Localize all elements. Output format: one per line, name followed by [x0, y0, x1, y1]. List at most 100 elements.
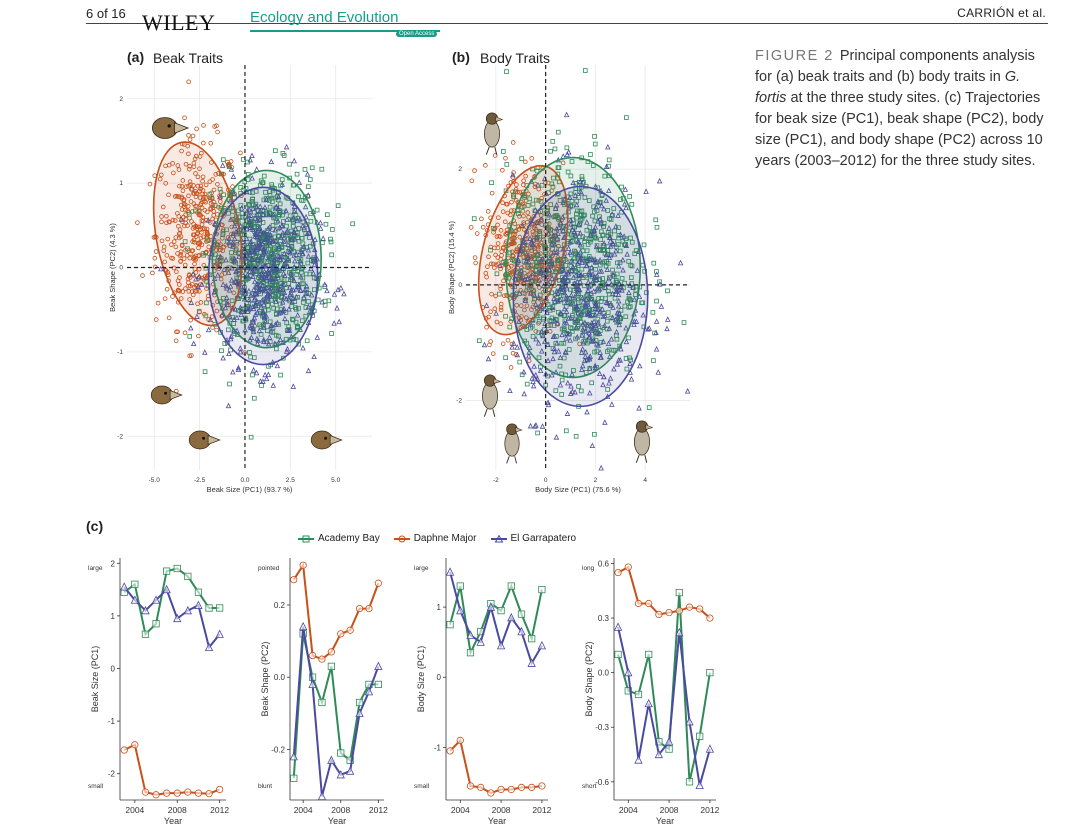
data-point-triangle: [219, 162, 226, 168]
data-point-triangle: [254, 256, 260, 262]
data-point-square: [627, 194, 632, 199]
series-point: [685, 603, 694, 611]
data-point-triangle: [305, 253, 312, 259]
data-point-triangle: [297, 248, 304, 254]
data-point-circle: [229, 165, 235, 170]
data-point-triangle: [273, 275, 279, 282]
data-point-triangle: [302, 203, 309, 210]
data-point-square: [503, 355, 508, 361]
y-axis-label: Beak Size (PC1): [90, 646, 100, 713]
data-point-triangle: [257, 203, 263, 209]
data-point-circle: [187, 255, 193, 261]
series-point: [644, 698, 653, 708]
series-point: [337, 749, 345, 757]
data-point-circle: [195, 174, 201, 180]
series-point: [446, 621, 454, 629]
series-point: [664, 737, 674, 746]
journal-underline: [250, 30, 440, 32]
data-point-triangle: [265, 225, 272, 231]
y-tick-label: -2: [117, 433, 123, 440]
data-point-circle: [228, 231, 234, 237]
data-point-triangle: [268, 158, 275, 165]
series-point: [318, 698, 326, 707]
data-point-circle: [193, 223, 199, 229]
data-point-triangle: [317, 225, 324, 231]
confidence-ellipse: [211, 169, 322, 349]
data-point-triangle: [238, 311, 244, 318]
data-point-square: [517, 359, 523, 365]
data-point-triangle: [277, 309, 284, 316]
data-point-square: [296, 194, 301, 200]
data-point-square: [287, 161, 292, 167]
trajectory-panel-c3: 1 0 -1 2004 2008 2012 Year Body Size (PC1) large…: [414, 558, 552, 826]
series-point: [290, 774, 298, 782]
data-point-triangle: [230, 241, 236, 248]
data-point-circle: [214, 247, 219, 253]
data-point-square: [202, 369, 208, 374]
data-point-circle: [193, 153, 199, 159]
data-point-triangle: [282, 315, 288, 321]
data-point-triangle: [584, 408, 590, 415]
data-point-triangle: [262, 204, 268, 210]
y-tick-label: 1: [111, 612, 116, 621]
y-tick-label: 2: [458, 166, 462, 173]
data-point-circle: [215, 181, 220, 187]
data-point-circle: [178, 249, 184, 255]
data-point-triangle: [261, 324, 267, 330]
x-axis-label: Year: [328, 816, 346, 826]
data-point-circle: [194, 126, 199, 132]
data-point-circle: [207, 179, 213, 184]
data-point-triangle: [290, 214, 297, 221]
data-point-triangle: [301, 243, 307, 250]
data-point-circle: [485, 209, 491, 214]
data-point-triangle: [291, 263, 298, 270]
data-point-triangle: [263, 338, 270, 345]
data-point-circle: [218, 276, 224, 282]
data-point-triangle: [250, 268, 256, 275]
data-point-circle: [159, 219, 164, 225]
data-point-square: [552, 146, 558, 152]
data-point-circle: [196, 224, 202, 230]
data-point-triangle: [242, 290, 249, 296]
data-point-triangle: [254, 233, 260, 240]
data-point-triangle: [643, 188, 649, 194]
data-point-circle: [539, 195, 544, 201]
data-point-triangle: [261, 246, 267, 252]
data-point-triangle: [252, 294, 258, 301]
data-point-square: [235, 308, 241, 313]
data-point-square: [277, 201, 283, 207]
data-point-triangle: [195, 283, 201, 289]
series-line: [123, 586, 221, 650]
data-point-square: [220, 232, 225, 237]
data-point-triangle: [314, 334, 321, 340]
series-point: [215, 629, 224, 638]
data-point-triangle: [563, 111, 570, 118]
data-point-square: [272, 234, 278, 240]
data-point-circle: [152, 264, 158, 270]
data-point-triangle: [338, 284, 344, 291]
data-point-circle: [175, 211, 180, 216]
data-point-circle: [193, 256, 199, 261]
series-point: [290, 576, 298, 584]
data-point-triangle: [656, 177, 663, 184]
data-point-square: [276, 292, 282, 297]
data-point-triangle: [247, 322, 253, 329]
data-point-triangle: [246, 218, 253, 224]
data-point-triangle: [297, 287, 304, 293]
data-point-circle: [194, 231, 200, 237]
finch-body-illustration-icon: [484, 112, 504, 155]
data-point-square: [306, 184, 311, 189]
data-point-circle: [196, 333, 201, 339]
series-point: [507, 785, 515, 794]
data-point-triangle: [277, 336, 284, 343]
data-point-triangle: [254, 229, 260, 235]
data-point-circle: [176, 167, 182, 172]
data-point-triangle: [589, 442, 596, 449]
data-point-triangle: [233, 268, 239, 275]
data-point-square: [501, 149, 506, 154]
data-point-square: [227, 381, 232, 387]
data-point-square: [266, 198, 272, 203]
data-point-triangle: [265, 295, 271, 302]
data-point-circle: [165, 270, 171, 275]
data-point-triangle: [530, 382, 537, 389]
